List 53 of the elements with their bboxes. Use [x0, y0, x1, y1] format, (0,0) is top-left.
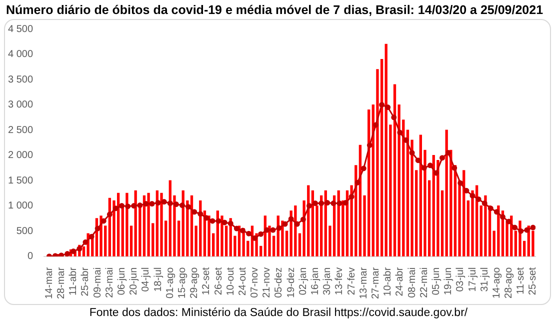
x-tick-label: 05-dez: [274, 267, 285, 298]
x-tick-label: 22-mai: [418, 267, 430, 298]
x-tick-label: 19-jun: [443, 267, 454, 296]
y-tick-label: 4 000: [8, 49, 34, 60]
x-tick-label: 26-set: [213, 267, 224, 296]
x-tick-label: 11-abr: [68, 266, 80, 296]
y-tick-label: 4 500: [8, 24, 34, 35]
x-tick-label: 29-ago: [189, 266, 200, 298]
y-tick-label: 500: [16, 226, 34, 237]
x-tick-label: 17-jul: [467, 267, 478, 292]
x-tick-label: 28-mar: [56, 266, 68, 300]
y-tick-label: 1 000: [8, 200, 34, 212]
x-tick-label: 12-set: [201, 267, 212, 296]
x-tick-label: 15-ago: [176, 266, 188, 298]
x-tick-label: 23-mai: [104, 267, 116, 298]
y-tick-label: 0: [27, 251, 34, 262]
x-tick-label: 14-ago: [491, 266, 502, 298]
y-tick-label: 1 500: [8, 175, 34, 186]
x-tick-label: 20-jun: [128, 267, 140, 296]
x-tick-label: 25-set: [528, 267, 539, 296]
x-tick-label: 03-jul: [455, 267, 466, 292]
x-tick-label: 24-abr: [394, 266, 406, 296]
x-tick-label: 25-abr: [80, 266, 92, 296]
x-tick-label: 07-nov: [250, 267, 261, 298]
y-tick-label: 2 500: [8, 124, 34, 136]
x-tick-label: 13-fev: [334, 267, 346, 296]
chart-title: Número diário de óbitos da covid-19 e média móvel de 7 dias, Brasil: 14/03/20 a 25/09/2021: [5, 2, 544, 17]
x-tick-label: 10-abr: [382, 266, 394, 296]
x-tick-label: 08-mai: [406, 267, 418, 298]
x-tick-label: 06-jun: [116, 267, 128, 296]
x-tick-label: 27-fev: [346, 267, 358, 296]
x-tick-label: 04-jul: [140, 267, 152, 292]
x-tick-label: 11-set: [516, 267, 527, 294]
x-tick-label: 21-nov: [262, 267, 273, 298]
x-tick-label: 05-jun: [430, 267, 442, 296]
x-tick-label: 16-jan: [310, 267, 322, 296]
x-tick-label: 10-out: [225, 267, 236, 296]
x-tick-label: 18-jul: [152, 267, 164, 292]
x-tick-label: 09-mai: [92, 267, 104, 298]
x-tick-label: 24-out: [237, 267, 248, 296]
y-tick-label: 3 000: [8, 100, 34, 111]
x-tick-label: 30-jan: [322, 267, 334, 296]
y-tick-label: 3 500: [8, 74, 34, 86]
x-tick-label: 13-mar: [358, 266, 370, 300]
source-note: Fonte dos dados: Ministério da Saúde do Brasil https://covid.saude.gov.br/: [88, 307, 469, 319]
x-tick-label: 14-mar: [44, 266, 55, 300]
x-tick-label: 02-jan: [298, 267, 309, 296]
x-tick-label: 01-ago: [164, 266, 176, 298]
x-tick-label: 19-dez: [286, 267, 297, 298]
x-tick-label: 28-ago: [504, 266, 515, 298]
y-tick-label: 2 000: [8, 150, 34, 162]
x-tick-label: 31-jul: [479, 267, 490, 292]
x-tick-label: 27-mar: [370, 266, 382, 300]
